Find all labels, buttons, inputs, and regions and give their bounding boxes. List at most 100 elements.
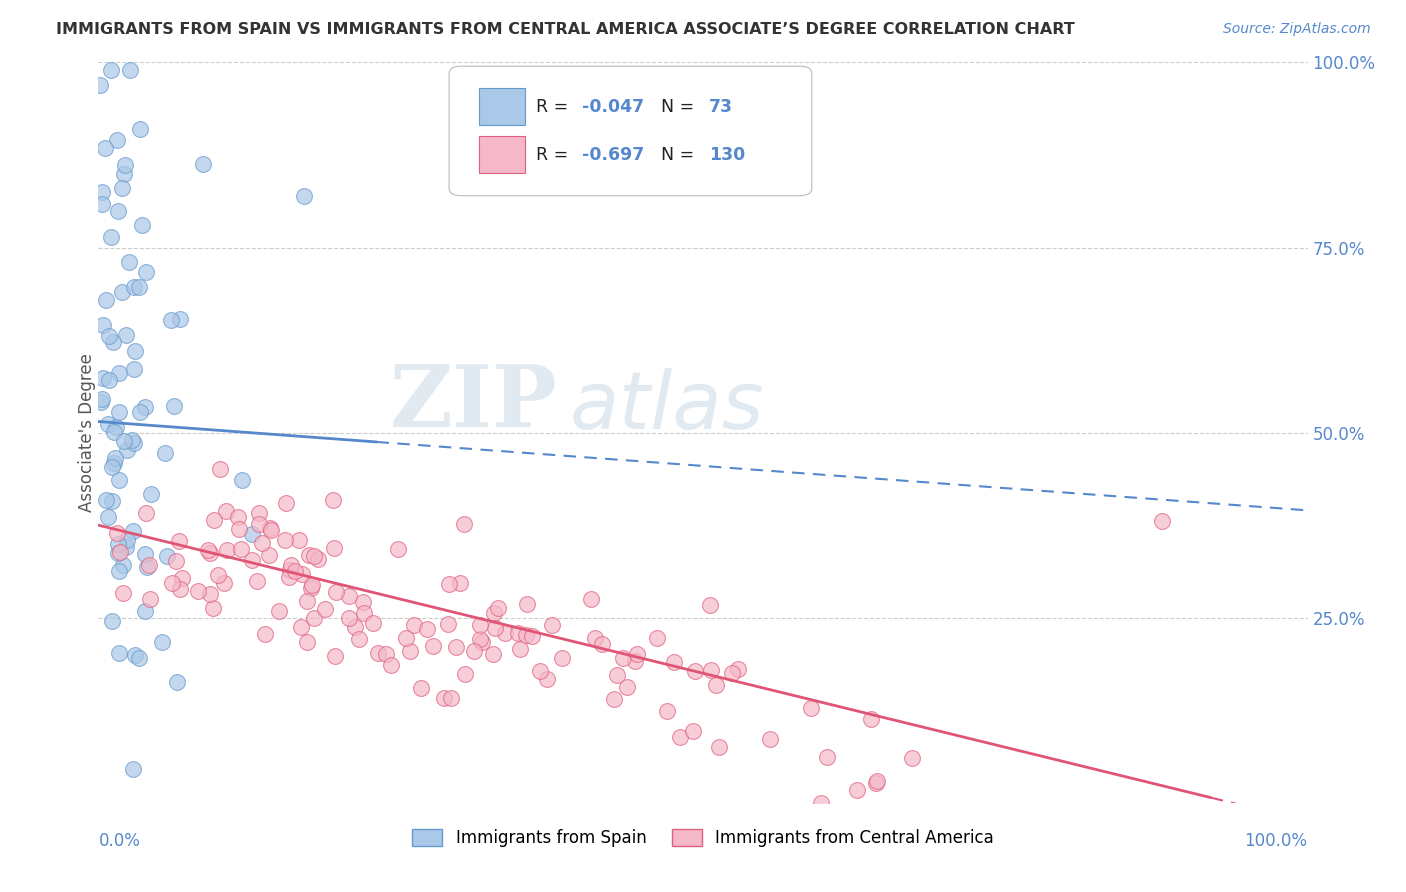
Point: [129, 122, 152, 136]
Point: [700, 663, 723, 677]
Point: [201, 601, 224, 615]
Point: [299, 582, 322, 596]
Point: [107, 546, 129, 560]
Point: [160, 312, 183, 326]
Point: [111, 586, 134, 600]
Point: [411, 681, 433, 696]
Point: [217, 543, 239, 558]
Point: [117, 443, 139, 458]
Point: [468, 632, 491, 646]
Point: [416, 623, 439, 637]
Point: [112, 558, 135, 573]
Point: [90, 394, 112, 409]
Point: [579, 592, 602, 607]
Point: [96, 493, 118, 508]
Point: [506, 626, 529, 640]
Point: [759, 732, 782, 747]
Point: [683, 665, 706, 679]
Point: [482, 647, 505, 661]
Point: [810, 796, 832, 810]
Point: [202, 513, 225, 527]
Point: [353, 606, 375, 620]
Point: [522, 629, 544, 643]
Point: [136, 559, 159, 574]
Point: [134, 400, 156, 414]
Point: [91, 197, 114, 211]
Point: [115, 533, 138, 547]
Point: [322, 541, 344, 556]
Point: [626, 647, 648, 661]
Point: [172, 571, 194, 585]
Point: [122, 435, 145, 450]
Point: [103, 425, 125, 440]
Point: [94, 293, 117, 307]
Point: [108, 405, 131, 419]
Point: [135, 265, 157, 279]
Point: [325, 585, 347, 599]
FancyBboxPatch shape: [449, 66, 811, 195]
Point: [337, 589, 360, 603]
Point: [453, 517, 475, 532]
Point: [314, 602, 336, 616]
Point: [859, 712, 882, 726]
Point: [367, 646, 389, 660]
Point: [212, 575, 235, 590]
Point: [662, 655, 685, 669]
Point: [347, 632, 370, 646]
Point: [155, 446, 177, 460]
Point: [254, 627, 277, 641]
Point: [591, 637, 613, 651]
Text: 0.0%: 0.0%: [98, 832, 141, 850]
Point: [257, 548, 280, 562]
Point: [259, 521, 281, 535]
Point: [160, 576, 183, 591]
Point: [404, 617, 426, 632]
Text: 73: 73: [709, 98, 733, 116]
Point: [284, 564, 307, 578]
Text: IMMIGRANTS FROM SPAIN VS IMMIGRANTS FROM CENTRAL AMERICA ASSOCIATE’S DEGREE CORR: IMMIGRANTS FROM SPAIN VS IMMIGRANTS FROM…: [56, 22, 1076, 37]
Point: [134, 604, 156, 618]
Point: [298, 548, 321, 562]
Point: [606, 667, 628, 681]
Point: [111, 285, 134, 299]
Y-axis label: Associate's Degree: Associate's Degree: [79, 353, 96, 512]
Point: [645, 631, 668, 645]
Point: [269, 603, 291, 617]
Point: [247, 506, 270, 520]
Point: [682, 724, 704, 739]
Point: [290, 620, 312, 634]
Point: [516, 597, 538, 611]
Point: [352, 595, 374, 609]
Point: [260, 523, 283, 537]
Point: [707, 740, 730, 755]
Point: [231, 473, 253, 487]
Point: [187, 583, 209, 598]
Point: [515, 628, 537, 642]
Point: [122, 280, 145, 294]
Point: [91, 318, 114, 332]
Point: [387, 542, 409, 557]
Text: N =: N =: [650, 146, 700, 164]
Point: [208, 462, 231, 476]
Point: [550, 651, 572, 665]
Point: [215, 504, 238, 518]
Point: [302, 549, 325, 563]
Point: [131, 218, 153, 232]
Point: [529, 664, 551, 678]
Point: [115, 540, 138, 554]
Point: [240, 526, 263, 541]
Point: [446, 640, 468, 655]
Point: [165, 554, 187, 568]
Point: [207, 567, 229, 582]
Point: [128, 280, 150, 294]
Point: [97, 417, 120, 432]
Point: [104, 451, 127, 466]
Point: [343, 620, 366, 634]
Point: [156, 549, 179, 563]
Point: [380, 657, 402, 672]
Point: [112, 167, 135, 181]
Point: [449, 575, 471, 590]
Point: [433, 691, 456, 706]
Point: [800, 700, 823, 714]
Point: [623, 654, 645, 668]
